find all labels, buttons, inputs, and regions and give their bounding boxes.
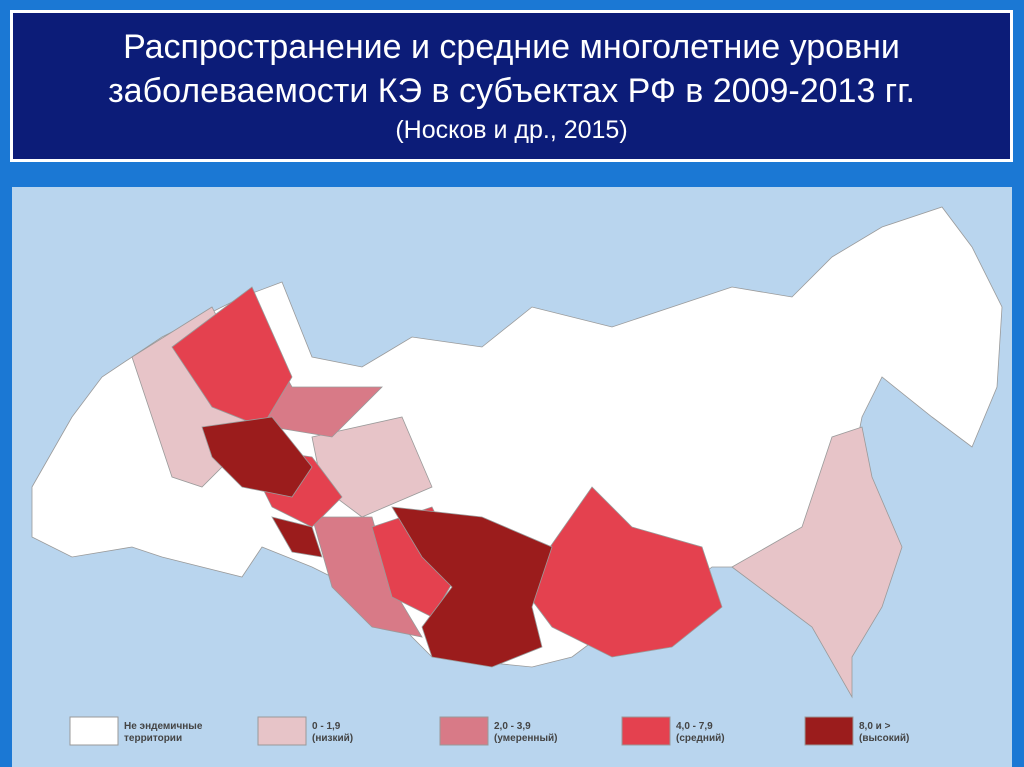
legend-label: (высокий) bbox=[859, 733, 909, 744]
title-box: Распространение и средние многолетние ур… bbox=[10, 10, 1013, 162]
map: Не эндемичные территории 0 - 1,9 (низкий… bbox=[12, 187, 1012, 767]
legend: Не эндемичные территории 0 - 1,9 (низкий… bbox=[69, 716, 909, 746]
legend-swatch bbox=[439, 716, 489, 746]
legend-swatch bbox=[257, 716, 307, 746]
legend-label: 8,0 и > bbox=[859, 721, 891, 732]
legend-label: 4,0 - 7,9 bbox=[676, 721, 713, 732]
region-medium bbox=[521, 486, 723, 658]
region-low bbox=[731, 426, 903, 699]
legend-swatch bbox=[804, 716, 854, 746]
legend-swatch bbox=[69, 716, 119, 746]
region-high bbox=[391, 506, 553, 668]
legend-label: (низкий) bbox=[312, 733, 353, 744]
region-high bbox=[201, 416, 313, 498]
legend-label: (умеренный) bbox=[494, 733, 558, 744]
regions bbox=[31, 206, 1003, 699]
legend-label: территории bbox=[124, 733, 182, 744]
citation: (Носков и др., 2015) bbox=[395, 116, 628, 144]
legend-swatch bbox=[621, 716, 671, 746]
title-line: Распространение и средние многолетние ур… bbox=[123, 28, 900, 66]
region-medium bbox=[171, 286, 293, 428]
legend-label: 2,0 - 3,9 bbox=[494, 721, 531, 732]
region-high bbox=[271, 516, 323, 558]
title-line: заболеваемости КЭ в субъектах РФ в 2009-… bbox=[108, 72, 915, 110]
legend-label: (средний) bbox=[676, 733, 725, 744]
legend-label: 0 - 1,9 bbox=[312, 721, 341, 732]
region-moderate bbox=[311, 516, 423, 638]
legend-label: Не эндемичные bbox=[124, 721, 203, 732]
